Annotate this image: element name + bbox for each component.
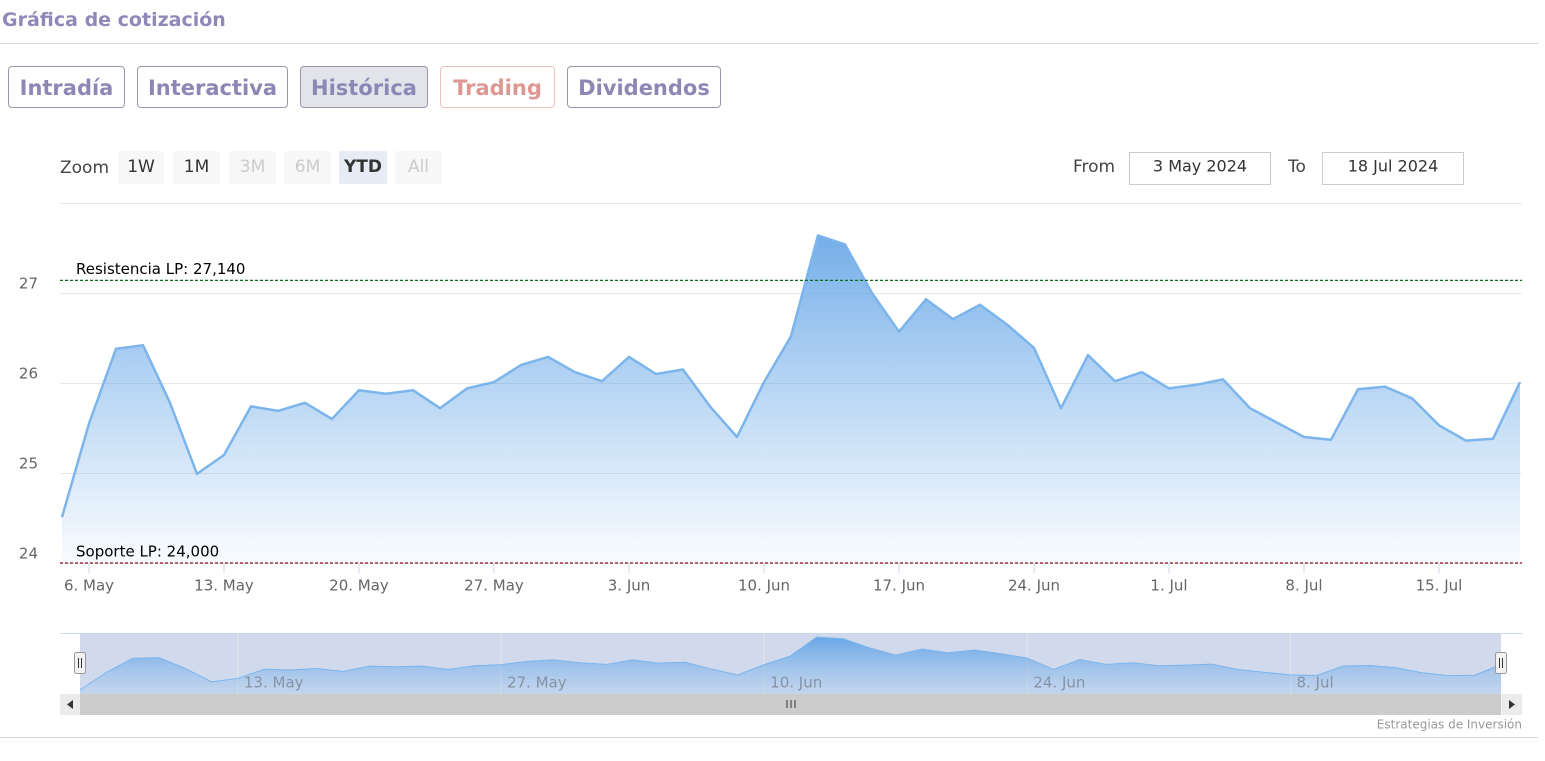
to-input[interactable]	[1322, 152, 1464, 185]
x-tick-label: 15. Jul	[1416, 577, 1463, 595]
zoom-button-label[interactable]: 1M	[184, 157, 209, 177]
navigator-area	[80, 637, 1501, 694]
zoom-label: Zoom	[60, 158, 109, 178]
zoom-button[interactable]	[173, 151, 220, 184]
zoom-button[interactable]	[284, 151, 331, 184]
navigator-handle[interactable]	[74, 652, 86, 674]
tab[interactable]: Trading	[440, 66, 555, 108]
plot-line-label: Soporte LP: 24,000	[76, 543, 219, 561]
tab[interactable]: Dividendos	[567, 66, 721, 108]
from-input[interactable]	[1129, 152, 1271, 185]
x-tick-label: 10. Jun	[738, 577, 790, 595]
x-tick-label: 24. Jun	[1008, 577, 1060, 595]
zoom-button-label[interactable]: 1W	[127, 157, 155, 177]
area-fill	[62, 235, 1520, 563]
to-value[interactable]: 18 Jul 2024	[1348, 157, 1439, 176]
plot-line-label: Resistencia LP: 27,140	[76, 260, 245, 278]
zoom-button-label[interactable]: 6M	[295, 157, 320, 177]
y-tick-label: 25	[19, 455, 38, 473]
x-tick-label: 27. May	[464, 577, 524, 595]
zoom-button[interactable]	[395, 151, 442, 184]
from-label: From	[1073, 157, 1115, 177]
tab[interactable]: Histórica	[300, 66, 428, 108]
tab[interactable]: Interactiva	[137, 66, 288, 108]
zoom-button-label[interactable]: 3M	[240, 157, 265, 177]
scroll-arrow[interactable]	[67, 700, 73, 709]
zoom-button[interactable]	[118, 151, 164, 184]
y-tick-label: 27	[19, 275, 38, 293]
to-label: To	[1287, 157, 1306, 177]
page-title: Gráfica de cotización	[2, 9, 226, 31]
zoom-button-label[interactable]: YTD	[343, 157, 382, 177]
x-tick-label: 6. May	[64, 577, 114, 595]
scroll-arrow[interactable]	[1509, 700, 1515, 709]
from-value[interactable]: 3 May 2024	[1153, 157, 1247, 176]
y-tick-label: 26	[19, 365, 38, 383]
tab[interactable]: Intradía	[8, 66, 125, 108]
x-tick-label: 20. May	[329, 577, 389, 595]
zoom-button[interactable]	[339, 151, 387, 184]
x-tick-label: 17. Jun	[873, 577, 925, 595]
x-tick-label: 3. Jun	[608, 577, 651, 595]
x-tick-label: 8. Jul	[1285, 577, 1322, 595]
navigator-handle[interactable]	[1495, 652, 1507, 674]
credits[interactable]: Estrategias de Inversión	[1377, 718, 1522, 732]
x-tick-label: 1. Jul	[1150, 577, 1187, 595]
price-line	[60, 234, 1522, 518]
navigator-line	[79, 636, 1502, 691]
zoom-button[interactable]	[229, 151, 276, 184]
y-tick-label: 24	[19, 545, 38, 563]
zoom-button-label[interactable]: All	[408, 157, 429, 177]
x-tick-label: 13. May	[194, 577, 254, 595]
divider	[0, 43, 1538, 44]
